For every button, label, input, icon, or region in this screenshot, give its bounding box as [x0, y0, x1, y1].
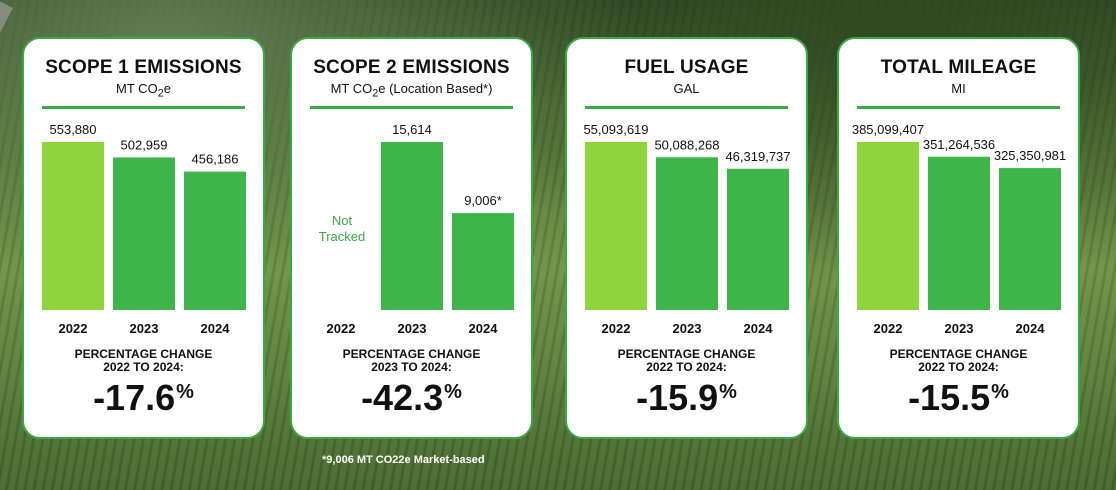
title-divider: [585, 106, 788, 109]
not-tracked-label: Tracked: [319, 229, 365, 244]
bar-2023: [381, 142, 443, 310]
bar-value-label: 553,880: [50, 122, 97, 137]
bar-value-label: 50,088,268: [654, 137, 719, 152]
bar-2024: [727, 168, 789, 310]
percentage-change-label: PERCENTAGE CHANGE 2022 TO 2024:: [74, 347, 213, 374]
card-title: FUEL USAGE: [624, 57, 749, 78]
year-label: 2023: [945, 321, 974, 336]
card-subtitle: MT CO2e: [116, 81, 171, 100]
bar-2022: [585, 142, 647, 310]
bar-value-label: 385,099,407: [852, 122, 924, 137]
not-tracked-label: Not: [332, 213, 353, 228]
card-subtitle: GAL: [673, 81, 700, 96]
title-divider: [857, 106, 1060, 109]
fuel-usage-bar-chart: 55,093,619 2022 50,088,268 2023 46,319,737 20…: [583, 122, 790, 336]
scope2-card: SCOPE 2 EMISSIONS MT CO2e (Location Base…: [290, 37, 533, 439]
total-mileage-card: TOTAL MILEAGE MI 385,099,407 2022 351,264,…: [837, 37, 1080, 439]
percentage-change-label: PERCENTAGE CHANGE 2022 TO 2024:: [617, 347, 756, 374]
bar-2023: [928, 156, 990, 310]
year-label: 2024: [744, 321, 774, 336]
percentage-change-value: -42.3%: [361, 377, 462, 418]
bar-value-label: 55,093,619: [583, 122, 648, 137]
fuel-usage-card: FUEL USAGE GAL 55,093,619 2022 50,088,268 2…: [565, 37, 808, 439]
bar-2024: [184, 171, 246, 310]
bar-2023: [113, 157, 175, 310]
bar-2023: [656, 157, 718, 310]
scope1-card: SCOPE 1 EMISSIONS MT CO2e 553,880 2022 502…: [22, 37, 265, 439]
bar-value-label: 46,319,737: [725, 149, 790, 164]
scope1-bar-chart: 553,880 2022 502,959 2023 456,186 2024: [42, 122, 246, 336]
percentage-change-label: PERCENTAGE CHANGE 2023 TO 2024:: [342, 347, 481, 374]
bar-value-label: 456,186: [192, 152, 239, 167]
year-label: 2022: [874, 321, 903, 336]
card-title: TOTAL MILEAGE: [880, 57, 1037, 78]
bar-value-label: 502,959: [121, 137, 168, 152]
year-label: 2023: [130, 321, 159, 336]
bar-2022: [857, 142, 919, 310]
percentage-change-label: PERCENTAGE CHANGE 2022 TO 2024:: [889, 347, 1028, 374]
total-mileage-bar-chart: 385,099,407 2022 351,264,536 2023 325,350,98…: [852, 122, 1066, 336]
bar-value-label: 325,350,981: [994, 148, 1066, 163]
footnote: *9,006 MT CO22e Market-based: [322, 454, 485, 466]
year-label: 2022: [327, 321, 356, 336]
year-label: 2024: [1016, 321, 1046, 336]
scope2-bar-chart: Not Tracked 2022 15,614 2023 9,006* 2024: [319, 122, 514, 336]
percentage-change-value: -15.9%: [636, 377, 737, 418]
year-label: 2022: [59, 321, 88, 336]
background-road: [0, 0, 13, 238]
bar-2022: [42, 142, 104, 310]
year-label: 2024: [201, 321, 231, 336]
percentage-change-value: -17.6%: [93, 377, 194, 418]
card-title: SCOPE 1 EMISSIONS: [45, 57, 242, 78]
bar-value-label: 351,264,536: [923, 137, 995, 152]
bar-value-label: 9,006*: [464, 193, 502, 208]
card-title: SCOPE 2 EMISSIONS: [313, 57, 510, 78]
year-label: 2023: [673, 321, 702, 336]
bar-value-label: 15,614: [392, 122, 432, 137]
bar-2024: [452, 213, 514, 310]
title-divider: [42, 106, 245, 109]
year-label: 2023: [398, 321, 427, 336]
card-subtitle: MI: [951, 81, 966, 96]
year-label: 2022: [602, 321, 631, 336]
card-subtitle: MT CO2e (Location Based*): [330, 81, 493, 100]
bar-2024: [999, 168, 1061, 310]
year-label: 2024: [469, 321, 499, 336]
percentage-change-value: -15.5%: [908, 377, 1009, 418]
title-divider: [310, 106, 513, 109]
